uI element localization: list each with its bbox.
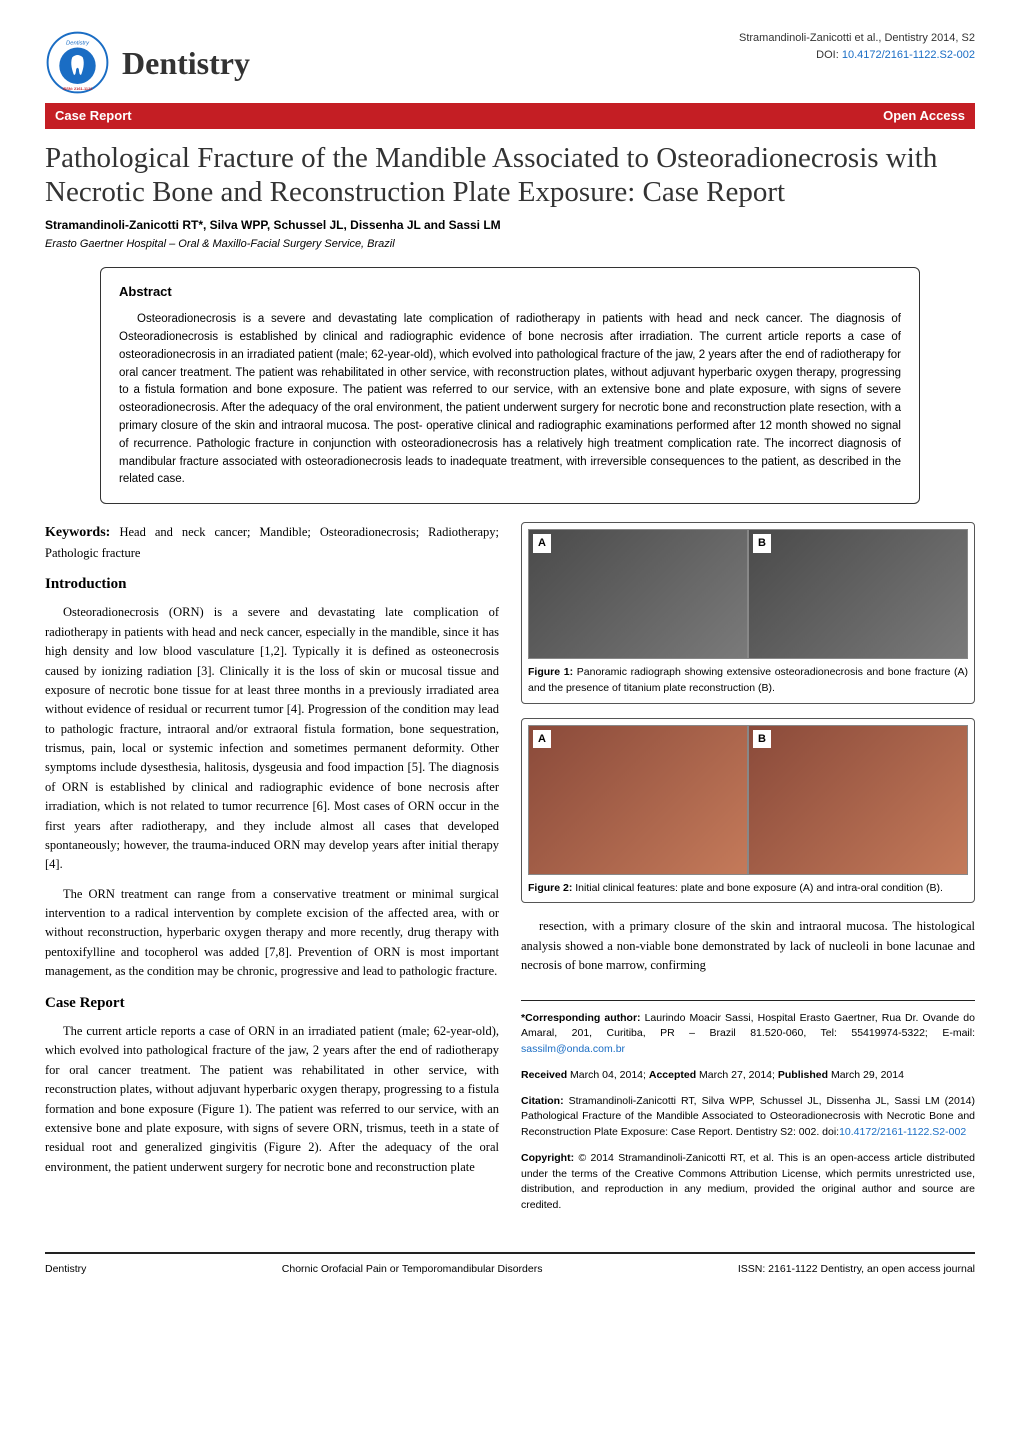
figure-1-panel-a: A — [528, 529, 748, 659]
panel-label-b: B — [753, 534, 771, 553]
header-citation: Stramandinoli-Zanicotti et al., Dentistr… — [739, 30, 975, 47]
panel-label-a2: A — [533, 730, 551, 749]
page-header: Dentistry ISSN: 2161-1122 Dentistry Stra… — [45, 30, 975, 95]
panel-label-b2: B — [753, 730, 771, 749]
right-column: A B Figure 1: Panoramic radiograph showi… — [521, 522, 975, 1224]
figure-1-caption-text: Panoramic radiograph showing extensive o… — [528, 666, 968, 694]
corresponding-author: *Corresponding author: Laurindo Moacir S… — [521, 1011, 975, 1058]
figure-1-caption-label: Figure 1: — [528, 666, 573, 678]
copyright-block: Copyright: © 2014 Stramandinoli-Zanicott… — [521, 1151, 975, 1214]
footer-left: Dentistry — [45, 1262, 86, 1278]
svg-text:ISSN: 2161-1122: ISSN: 2161-1122 — [63, 86, 94, 91]
copyright-label: Copyright: — [521, 1152, 574, 1164]
intro-paragraph-2: The ORN treatment can range from a conse… — [45, 885, 499, 982]
keywords-label: Keywords: — [45, 525, 110, 540]
header-meta: Stramandinoli-Zanicotti et al., Dentistr… — [739, 30, 975, 63]
figure-2-caption-label: Figure 2: — [528, 882, 572, 894]
figure-2-box: A B Figure 2: Initial clinical features:… — [521, 718, 975, 904]
corresponding-label: *Corresponding author: — [521, 1012, 641, 1024]
right-continuation-paragraph: resection, with a primary closure of the… — [521, 917, 975, 975]
figure-1-box: A B Figure 1: Panoramic radiograph showi… — [521, 522, 975, 704]
dates-line: Received March 04, 2014; Accepted March … — [521, 1068, 975, 1084]
figure-1-caption: Figure 1: Panoramic radiograph showing e… — [528, 665, 968, 697]
figure-2-caption-text: Initial clinical features: plate and bon… — [575, 882, 943, 894]
figure-1-panel-b: B — [748, 529, 968, 659]
footer-right: ISSN: 2161-1122 Dentistry, an open acces… — [738, 1262, 975, 1278]
tooth-logo-icon: Dentistry ISSN: 2161-1122 — [45, 30, 110, 95]
published-date: March 29, 2014 — [831, 1069, 904, 1081]
article-title: Pathological Fracture of the Mandible As… — [45, 141, 975, 211]
corresponding-box: *Corresponding author: Laurindo Moacir S… — [521, 1000, 975, 1214]
doi-label: DOI: — [816, 49, 839, 61]
figure-2-image: A B — [528, 725, 968, 875]
header-doi-row: DOI: 10.4172/2161-1122.S2-002 — [739, 47, 975, 64]
figure-2-caption: Figure 2: Initial clinical features: pla… — [528, 881, 968, 897]
journal-name: Dentistry — [122, 39, 250, 87]
affiliation-line: Erasto Gaertner Hospital – Oral & Maxill… — [45, 236, 975, 253]
header-doi-link[interactable]: 10.4172/2161-1122.S2-002 — [842, 49, 975, 61]
introduction-heading: Introduction — [45, 573, 499, 596]
panel-label-a: A — [533, 534, 551, 553]
two-column-body: Keywords: Head and neck cancer; Mandible… — [45, 522, 975, 1224]
citation-label: Citation: — [521, 1095, 564, 1107]
accepted-label: Accepted — [649, 1069, 696, 1081]
accepted-date: March 27, 2014; — [699, 1069, 775, 1081]
keywords-text: Head and neck cancer; Mandible; Osteorad… — [45, 525, 499, 560]
figure-2-panel-a: A — [528, 725, 748, 875]
logo-block: Dentistry ISSN: 2161-1122 Dentistry — [45, 30, 250, 95]
article-type-right: Open Access — [883, 106, 965, 126]
abstract-box: Abstract Osteoradionecrosis is a severe … — [100, 267, 920, 505]
case-report-heading: Case Report — [45, 992, 499, 1015]
citation-block: Citation: Stramandinoli-Zanicotti RT, Si… — [521, 1094, 975, 1141]
left-column: Keywords: Head and neck cancer; Mandible… — [45, 522, 499, 1224]
case-paragraph-1: The current article reports a case of OR… — [45, 1022, 499, 1177]
footer-center: Chornic Orofacial Pain or Temporomandibu… — [282, 1262, 543, 1278]
received-label: Received — [521, 1069, 567, 1081]
keywords-line: Keywords: Head and neck cancer; Mandible… — [45, 522, 499, 563]
figure-2-panel-b: B — [748, 725, 968, 875]
corresponding-email[interactable]: sassilm@onda.com.br — [521, 1043, 625, 1055]
article-type-bar: Case Report Open Access — [45, 103, 975, 129]
figure-1-image: A B — [528, 529, 968, 659]
page-footer: Dentistry Chornic Orofacial Pain or Temp… — [45, 1252, 975, 1278]
intro-paragraph-1: Osteoradionecrosis (ORN) is a severe and… — [45, 603, 499, 874]
page-root: Dentistry ISSN: 2161-1122 Dentistry Stra… — [0, 0, 1020, 1298]
article-type-left: Case Report — [55, 106, 132, 126]
svg-text:Dentistry: Dentistry — [66, 40, 90, 46]
authors-line: Stramandinoli-Zanicotti RT*, Silva WPP, … — [45, 216, 975, 234]
copyright-text: © 2014 Stramandinoli-Zanicotti RT, et al… — [521, 1152, 975, 1211]
abstract-heading: Abstract — [119, 282, 901, 302]
received-date: March 04, 2014; — [570, 1069, 646, 1081]
abstract-text: Osteoradionecrosis is a severe and devas… — [119, 311, 901, 489]
citation-doi-link[interactable]: 10.4172/2161-1122.S2-002 — [839, 1126, 966, 1138]
published-label: Published — [778, 1069, 828, 1081]
